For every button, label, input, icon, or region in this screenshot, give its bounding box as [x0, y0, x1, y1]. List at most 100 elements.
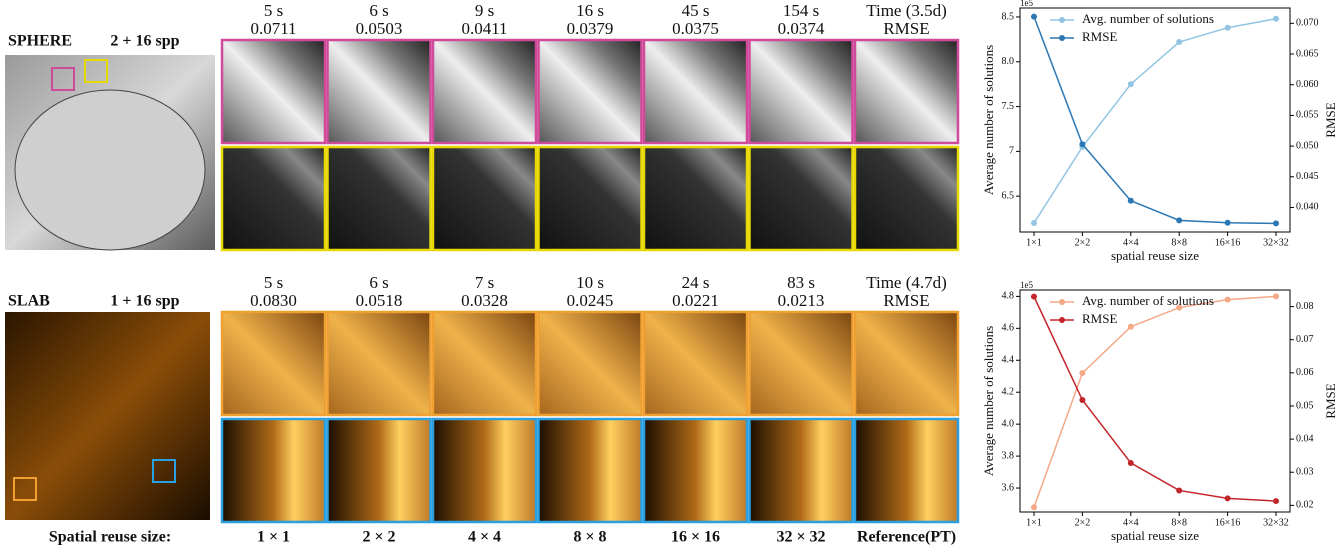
- crop-image: [539, 419, 642, 522]
- y-tick-label: 3.8: [1002, 450, 1015, 461]
- x-tick-label: 4×4: [1123, 237, 1139, 248]
- size-label: 4 × 4: [468, 529, 501, 546]
- y2-tick-label: 0.045: [1296, 171, 1319, 182]
- data-point: [1225, 495, 1231, 501]
- crop-image: [328, 147, 431, 250]
- rmse-label: 0.0221: [672, 291, 719, 310]
- data-point: [1176, 39, 1182, 45]
- x-axis-label: spatial reuse size: [1111, 528, 1199, 543]
- offset-label: 1e5: [1020, 0, 1033, 8]
- time-label: 5 s: [264, 273, 283, 292]
- series-line: [1034, 19, 1276, 223]
- y2-tick-label: 0.070: [1296, 18, 1319, 29]
- offset-label: 1e5: [1020, 280, 1033, 290]
- rmse-label: 0.0328: [461, 291, 508, 310]
- rmse-label: 0.0379: [567, 19, 614, 38]
- rmse-label: RMSE: [883, 291, 929, 310]
- legend-marker: [1059, 35, 1065, 41]
- y2-tick-label: 0.055: [1296, 110, 1319, 121]
- y2-tick-label: 0.02: [1296, 500, 1314, 511]
- y-tick-label: 8.0: [1002, 56, 1015, 67]
- crop-image: [433, 312, 536, 415]
- y2-tick-label: 0.060: [1296, 79, 1319, 90]
- crop-image: [644, 419, 747, 522]
- rmse-label: 0.0711: [250, 19, 296, 38]
- crop-image: [222, 147, 325, 250]
- size-label: 32 × 32: [776, 529, 825, 546]
- sphere-shape: [15, 90, 205, 250]
- crop-image: [539, 147, 642, 250]
- x-tick-label: 4×4: [1123, 517, 1139, 528]
- data-point: [1273, 220, 1279, 226]
- time-label: 6 s: [369, 273, 388, 292]
- y2-tick-label: 0.050: [1296, 140, 1319, 151]
- data-point: [1273, 16, 1279, 22]
- crop-image: [644, 147, 747, 250]
- crop-image: [328, 312, 431, 415]
- data-point: [1031, 14, 1037, 20]
- rmse-label: 0.0830: [250, 291, 297, 310]
- y-tick-label: 6.5: [1002, 190, 1015, 201]
- y-axis-label: Average number of solutions: [981, 326, 996, 476]
- x-tick-label: 8×8: [1171, 517, 1187, 528]
- time-label: 6 s: [369, 1, 388, 20]
- chart: 6.577.58.08.50.0400.0450.0500.0550.0600.…: [981, 0, 1338, 263]
- time-label: 9 s: [475, 1, 494, 20]
- series-line: [1034, 296, 1276, 507]
- y-tick-label: 4.4: [1002, 355, 1015, 366]
- data-point: [1225, 25, 1231, 31]
- x-tick-label: 16×16: [1215, 237, 1241, 248]
- crop-image: [222, 312, 325, 415]
- crop-image: [222, 419, 325, 522]
- rmse-label: 0.0518: [356, 291, 403, 310]
- data-point: [1273, 498, 1279, 504]
- legend-marker: [1059, 299, 1065, 305]
- rmse-label: 0.0374: [778, 19, 825, 38]
- y2-tick-label: 0.07: [1296, 334, 1314, 345]
- figure: SPHERE2 + 16 spp5 s0.07116 s0.05039 s0.0…: [0, 0, 1344, 552]
- chart: 3.63.84.04.24.44.64.80.020.030.040.050.0…: [981, 280, 1338, 543]
- data-point: [1128, 460, 1134, 466]
- data-point: [1273, 293, 1279, 299]
- data-point: [1031, 294, 1037, 300]
- page: SPHERE2 + 16 spp5 s0.07116 s0.05039 s0.0…: [0, 0, 1344, 552]
- y2-tick-label: 0.040: [1296, 202, 1319, 213]
- time-label: 45 s: [682, 1, 710, 20]
- size-label: 1 × 1: [257, 529, 290, 546]
- crop-image: [328, 419, 431, 522]
- legend-label: Avg. number of solutions: [1082, 11, 1214, 26]
- size-label: 16 × 16: [671, 529, 720, 546]
- crop-image: [222, 40, 325, 143]
- time-label: 5 s: [264, 1, 283, 20]
- scene-name: SPHERE: [8, 33, 72, 50]
- crop-image: [855, 40, 958, 143]
- y2-tick-label: 0.05: [1296, 400, 1314, 411]
- scene-name: SLAB: [8, 293, 50, 310]
- x-tick-label: 2×2: [1075, 237, 1091, 248]
- rmse-label: RMSE: [883, 19, 929, 38]
- rmse-label: 0.0411: [461, 19, 507, 38]
- plot-frame: [1020, 8, 1290, 232]
- size-label: 2 × 2: [362, 529, 395, 546]
- x-tick-label: 1×1: [1026, 517, 1042, 528]
- legend-label: RMSE: [1082, 311, 1117, 326]
- rmse-label: 0.0503: [356, 19, 403, 38]
- time-label: 10 s: [576, 273, 604, 292]
- crop-image: [539, 312, 642, 415]
- plot-frame: [1020, 290, 1290, 512]
- y-tick-label: 4.8: [1002, 291, 1015, 302]
- y2-axis-label: RMSE: [1323, 102, 1338, 137]
- crop-image: [750, 40, 853, 143]
- rmse-label: 0.0375: [672, 19, 719, 38]
- crop-image: [644, 312, 747, 415]
- data-point: [1176, 487, 1182, 493]
- data-point: [1031, 220, 1037, 226]
- time-label: 7 s: [475, 273, 494, 292]
- x-axis-label: spatial reuse size: [1111, 248, 1199, 263]
- y-tick-label: 4.2: [1002, 387, 1015, 398]
- spp-label: 1 + 16 spp: [110, 293, 179, 310]
- size-label: Reference(PT): [857, 529, 956, 546]
- time-label: 154 s: [783, 1, 819, 20]
- y-tick-label: 7: [1009, 146, 1014, 157]
- legend-label: RMSE: [1082, 29, 1117, 44]
